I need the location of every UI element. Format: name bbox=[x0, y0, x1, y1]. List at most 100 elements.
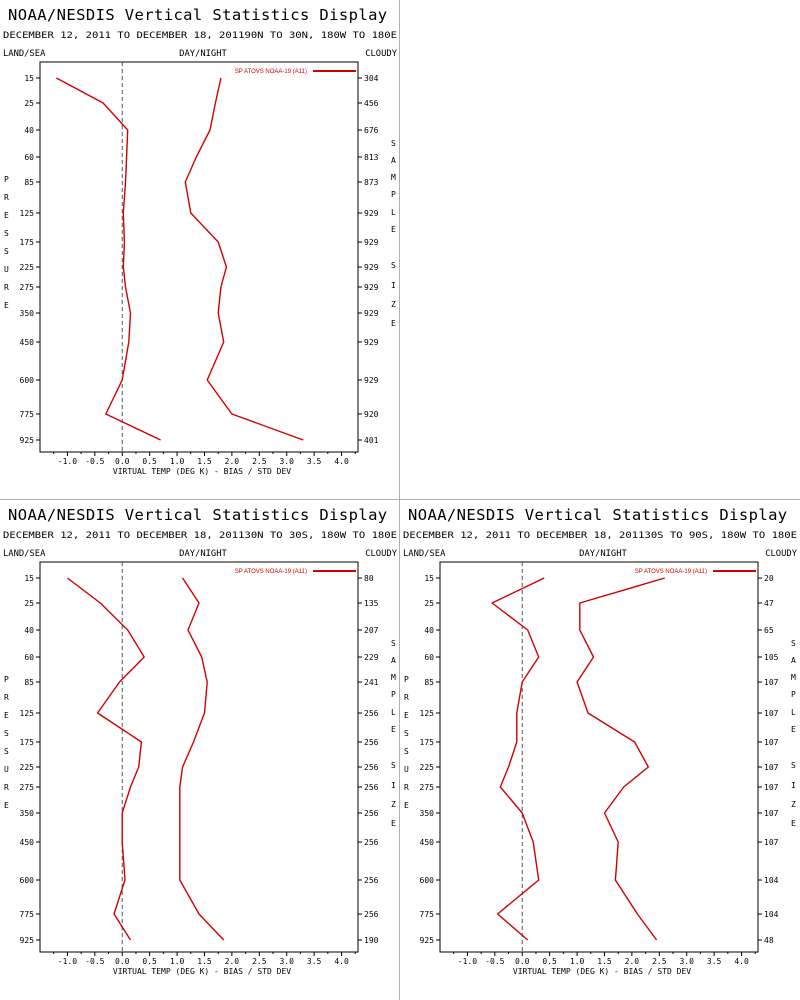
legend-label: SP ATOVS NOAA-19 (A11) bbox=[635, 569, 707, 575]
sample-size-label: 304 bbox=[364, 74, 379, 83]
x-tick-label: 3.5 bbox=[307, 457, 322, 466]
std-dev-series-line bbox=[184, 77, 304, 441]
sample-size-label: 105 bbox=[764, 653, 779, 662]
x-tick-label: 1.0 bbox=[570, 957, 585, 966]
x-tick-label: 3.5 bbox=[307, 957, 322, 966]
x-tick-label: -0.5 bbox=[85, 457, 104, 466]
chart-title: NOAA/NESDIS Vertical Statistics Display bbox=[8, 506, 388, 524]
sample-size-label: 104 bbox=[764, 876, 779, 885]
chart-panel-bottom-right: NOAA/NESDIS Vertical Statistics Display D… bbox=[400, 500, 800, 1000]
chart-title: NOAA/NESDIS Vertical Statistics Display bbox=[408, 506, 788, 524]
y-tick-label: 25 bbox=[24, 599, 34, 608]
sample-size-label: 104 bbox=[764, 910, 779, 919]
y-axis-letter: E bbox=[404, 711, 409, 720]
y-tick-label: 15 bbox=[24, 574, 34, 583]
y-axis-letter: R bbox=[4, 693, 9, 702]
sample-size-label: 207 bbox=[364, 626, 379, 635]
y-axis-letter: S bbox=[404, 729, 409, 738]
day-night-label: DAY/NIGHT bbox=[179, 49, 227, 59]
bias-series-line bbox=[66, 577, 145, 941]
y-tick-label: 175 bbox=[20, 238, 35, 247]
sample-size-label: 256 bbox=[364, 738, 379, 747]
sample-size-label: 256 bbox=[364, 910, 379, 919]
y-tick-label: 450 bbox=[420, 838, 435, 847]
sample-axis-letter: I bbox=[391, 281, 396, 290]
x-tick-label: 2.0 bbox=[225, 457, 240, 466]
sample-axis-letter: Z bbox=[391, 800, 396, 809]
x-tick-label: 1.0 bbox=[170, 457, 185, 466]
sample-size-label: 256 bbox=[364, 809, 379, 818]
x-tick-label: 0.5 bbox=[142, 957, 157, 966]
sample-size-label: 65 bbox=[764, 626, 774, 635]
chart-subtitle: DECEMBER 12, 2011 TO DECEMBER 18, 201130… bbox=[403, 531, 797, 541]
cloudy-label: CLOUDY bbox=[365, 49, 397, 59]
x-tick-label: 3.0 bbox=[679, 957, 694, 966]
y-axis-letter: E bbox=[4, 211, 9, 220]
sample-size-label: 47 bbox=[764, 599, 774, 608]
sample-size-label: 107 bbox=[764, 783, 779, 792]
y-axis-letter: S bbox=[4, 747, 9, 756]
chart-svg: NOAA/NESDIS Vertical Statistics Display D… bbox=[3, 506, 398, 976]
y-tick-label: 85 bbox=[424, 678, 434, 687]
y-tick-label: 40 bbox=[424, 626, 434, 635]
panel-divider-horizontal bbox=[0, 499, 800, 500]
x-tick-label: -1.0 bbox=[458, 957, 477, 966]
sample-size-label: 929 bbox=[364, 263, 379, 272]
y-axis-letter: S bbox=[4, 729, 9, 738]
y-tick-label: 450 bbox=[20, 838, 35, 847]
legend-label: SP ATOVS NOAA-19 (A11) bbox=[235, 69, 307, 75]
x-tick-label: 0.0 bbox=[115, 957, 130, 966]
sample-axis-letter: P bbox=[391, 690, 396, 699]
y-tick-label: 125 bbox=[420, 709, 435, 718]
sample-size-label: 107 bbox=[764, 838, 779, 847]
land-sea-label: LAND/SEA bbox=[403, 549, 446, 559]
plot-frame bbox=[439, 561, 759, 953]
x-tick-label: 3.0 bbox=[279, 457, 294, 466]
y-tick-label: 60 bbox=[424, 653, 434, 662]
y-tick-label: 225 bbox=[20, 263, 35, 272]
y-axis-letter: R bbox=[404, 693, 409, 702]
x-tick-label: 0.0 bbox=[115, 457, 130, 466]
y-axis-letter: R bbox=[4, 783, 9, 792]
x-tick-label: 3.5 bbox=[707, 957, 722, 966]
y-tick-label: 125 bbox=[20, 709, 35, 718]
sample-size-label: 256 bbox=[364, 838, 379, 847]
panel-divider-vertical bbox=[399, 0, 400, 1000]
x-tick-label: 2.5 bbox=[252, 957, 267, 966]
x-tick-label: -0.5 bbox=[85, 957, 104, 966]
x-tick-label: 0.5 bbox=[542, 957, 557, 966]
y-tick-label: 600 bbox=[20, 876, 35, 885]
y-tick-label: 925 bbox=[20, 436, 35, 445]
cloudy-label: CLOUDY bbox=[365, 549, 397, 559]
y-tick-label: 775 bbox=[20, 910, 35, 919]
sample-size-label: 48 bbox=[764, 936, 774, 945]
sample-axis-letter: E bbox=[391, 725, 396, 734]
sample-axis-letter: I bbox=[391, 781, 396, 790]
sample-size-label: 929 bbox=[364, 309, 379, 318]
sample-axis-letter: A bbox=[391, 156, 396, 165]
y-tick-label: 15 bbox=[24, 74, 34, 83]
x-tick-label: 1.5 bbox=[197, 957, 212, 966]
sample-size-label: 920 bbox=[364, 410, 379, 419]
x-tick-label: 0.5 bbox=[142, 457, 157, 466]
sample-size-label: 929 bbox=[364, 376, 379, 385]
x-tick-label: 4.0 bbox=[734, 957, 749, 966]
x-tick-label: 4.0 bbox=[334, 457, 349, 466]
chart-subtitle: DECEMBER 12, 2011 TO DECEMBER 18, 201190… bbox=[3, 31, 397, 41]
sample-size-label: 813 bbox=[364, 153, 379, 162]
sample-axis-letter: E bbox=[791, 819, 796, 828]
sample-size-label: 929 bbox=[364, 209, 379, 218]
x-tick-label: 1.5 bbox=[197, 457, 212, 466]
sample-size-label: 456 bbox=[364, 99, 379, 108]
x-tick-label: 4.0 bbox=[334, 957, 349, 966]
sample-size-label: 135 bbox=[364, 599, 379, 608]
y-tick-label: 925 bbox=[20, 936, 35, 945]
sample-axis-letter: L bbox=[791, 708, 796, 717]
x-tick-label: 0.0 bbox=[515, 957, 530, 966]
plot-frame bbox=[39, 561, 359, 953]
std-dev-series-line bbox=[179, 577, 225, 941]
sample-size-label: 107 bbox=[764, 763, 779, 772]
sample-axis-letter: E bbox=[791, 725, 796, 734]
sample-size-label: 107 bbox=[764, 738, 779, 747]
plot-frame bbox=[39, 61, 359, 453]
